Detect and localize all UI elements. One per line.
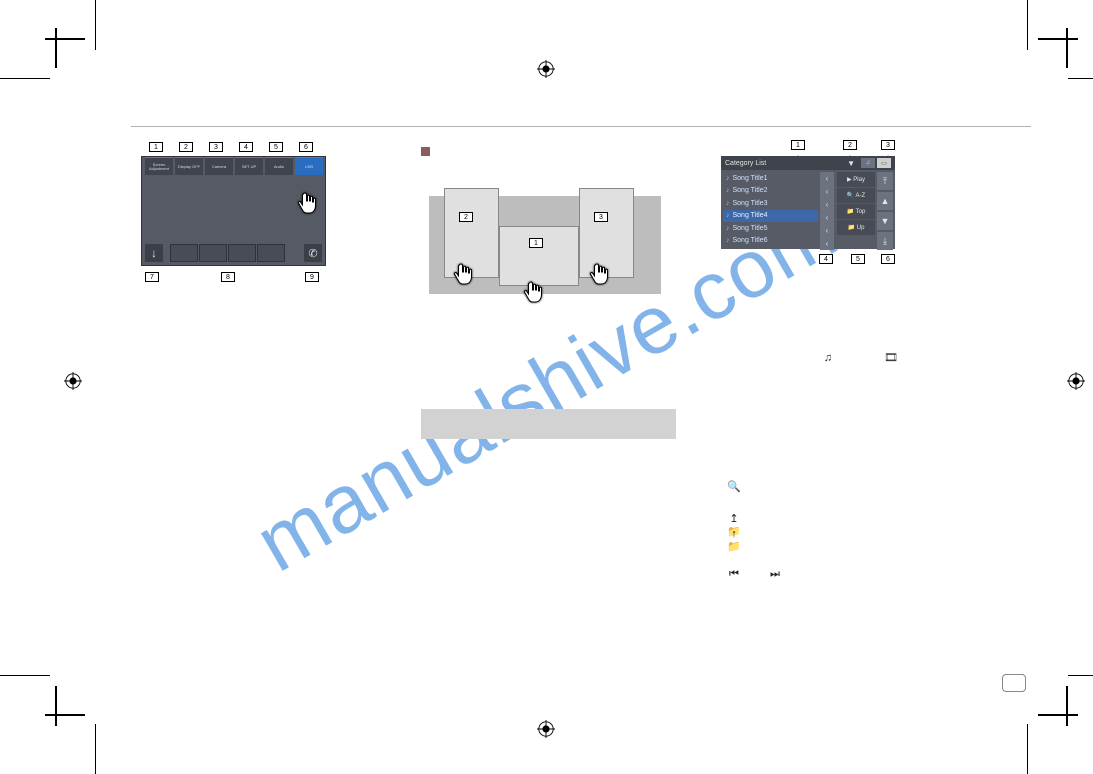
list-item[interactable]: ♪Song Title4 bbox=[723, 210, 818, 223]
callout-right: 3 bbox=[594, 212, 608, 222]
scroll-left-button[interactable]: ‹ bbox=[820, 172, 834, 185]
callout-5: 5 bbox=[269, 142, 283, 152]
callout-9: 9 bbox=[305, 272, 319, 282]
callout-l3: 3 bbox=[881, 140, 895, 150]
tab-setup[interactable]: SET UP bbox=[235, 157, 263, 175]
bullet-square-icon bbox=[421, 147, 430, 156]
close-popup-button[interactable]: ↓ bbox=[145, 244, 163, 262]
page-down-button[interactable]: ▼ bbox=[877, 212, 893, 230]
callout-l5: 5 bbox=[851, 254, 865, 264]
page-last-icon: ⏭ bbox=[768, 568, 782, 581]
list-item[interactable]: ♪Song Title2 bbox=[723, 185, 818, 198]
callout-l6: 6 bbox=[881, 254, 895, 264]
action-button-column: ▶ Play 🔍 A-Z 📁 Top 📁 Up bbox=[837, 172, 875, 236]
callout-1: 1 bbox=[149, 142, 163, 152]
video-tab-chip[interactable]: ▭ bbox=[877, 158, 891, 168]
page-nav-column: ⤒ ▲ ▼ ⤓ bbox=[877, 172, 893, 252]
callout-4: 4 bbox=[239, 142, 253, 152]
callout-6: 6 bbox=[299, 142, 313, 152]
music-icon: ♫ bbox=[821, 352, 835, 364]
callout-7: 7 bbox=[145, 272, 159, 282]
page-top-button[interactable]: ⤒ bbox=[877, 172, 893, 190]
page-bottom-button[interactable]: ⤓ bbox=[877, 232, 893, 250]
list-item[interactable]: ♪Song Title6 bbox=[723, 235, 818, 248]
hand-left-icon bbox=[451, 262, 475, 286]
az-button[interactable]: 🔍 A-Z bbox=[837, 188, 875, 203]
play-button[interactable]: ▶ Play bbox=[837, 172, 875, 187]
hand-center-icon bbox=[521, 280, 545, 304]
category-header: Category List ▼ ♫ ▭ bbox=[721, 156, 895, 170]
scroll-column: ‹ ‹ ‹ ‹ ‹ ‹ bbox=[820, 172, 834, 250]
phone-button[interactable]: ✆ bbox=[304, 244, 322, 262]
folder-up-icon: ↑📁 bbox=[727, 528, 741, 553]
video-icon: 🎞 bbox=[884, 351, 898, 364]
search-icon: 🔍 bbox=[727, 480, 741, 493]
callout-2: 2 bbox=[179, 142, 193, 152]
page-up-button[interactable]: ▲ bbox=[877, 192, 893, 210]
list-screen-figure: 1 2 3 ↓ ↓ ↓ Category List ▼ ♫ ▭ ♪Song Ti… bbox=[721, 144, 1026, 249]
source-switch-figure: 2 1 3 bbox=[421, 144, 711, 307]
tab-audio[interactable]: Audio bbox=[265, 157, 293, 175]
top-button[interactable]: 📁 Top bbox=[837, 204, 875, 219]
chevron-down-icon[interactable]: ▼ bbox=[847, 159, 855, 168]
callout-l4: 4 bbox=[819, 254, 833, 264]
callout-l2: 2 bbox=[843, 140, 857, 150]
tab-display-off[interactable]: Display OFF bbox=[175, 157, 203, 175]
touch-hand-icon bbox=[295, 191, 319, 215]
hand-right-icon bbox=[587, 262, 611, 286]
tab-screen-adjustment[interactable]: Screen Adjustment bbox=[145, 157, 173, 175]
callout-l1: 1 bbox=[791, 140, 805, 150]
list-item[interactable]: ♪Song Title1 bbox=[723, 172, 818, 185]
shortcut-slots[interactable] bbox=[170, 244, 285, 262]
music-tab-chip[interactable]: ♫ bbox=[861, 158, 875, 168]
callout-8: 8 bbox=[221, 272, 235, 282]
callout-3: 3 bbox=[209, 142, 223, 152]
category-title: Category List bbox=[725, 160, 847, 167]
tab-camera[interactable]: Camera bbox=[205, 157, 233, 175]
callout-center: 1 bbox=[529, 238, 543, 248]
song-list: ♪Song Title1 ♪Song Title2 ♪Song Title3 ♪… bbox=[723, 172, 818, 247]
gray-highlight-band bbox=[421, 409, 676, 439]
current-source-area[interactable] bbox=[499, 226, 579, 286]
popup-menu-figure: 1 2 3 4 5 6 Screen Adjustment Display OF… bbox=[131, 144, 421, 269]
list-item[interactable]: ♪Song Title5 bbox=[723, 222, 818, 235]
tab-usb[interactable]: USB bbox=[295, 157, 323, 175]
up-button[interactable]: 📁 Up bbox=[837, 220, 875, 235]
list-item[interactable]: ♪Song Title3 bbox=[723, 197, 818, 210]
callout-left: 2 bbox=[459, 212, 473, 222]
page-first-icon: ⏮ bbox=[727, 568, 741, 581]
page-number-box bbox=[1002, 674, 1026, 692]
